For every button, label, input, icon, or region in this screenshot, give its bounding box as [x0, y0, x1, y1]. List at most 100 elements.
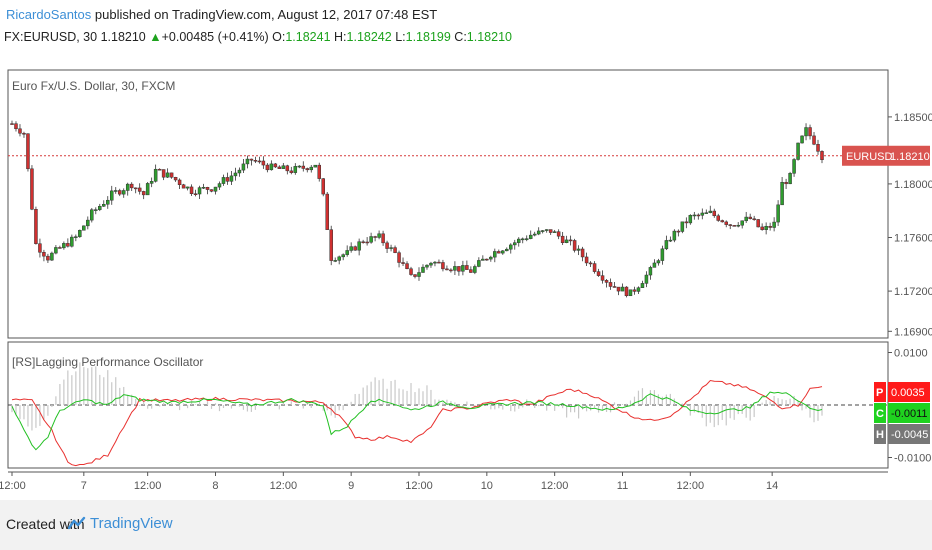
- candle-body: [249, 158, 254, 161]
- candle-body: [720, 220, 724, 223]
- candle-body: [333, 260, 337, 262]
- candle-body: [461, 265, 465, 272]
- candle-body: [30, 168, 34, 210]
- candle-body: [209, 189, 214, 192]
- candle-body: [465, 265, 469, 270]
- candle-body: [672, 230, 677, 241]
- candle-body: [648, 267, 653, 276]
- candle-body: [34, 209, 38, 244]
- candle-body: [197, 187, 202, 195]
- price-axis-label: 1.17200: [894, 286, 932, 298]
- candle-body: [121, 190, 126, 195]
- candle-body: [816, 144, 820, 152]
- series-badge-value: -0.0011: [891, 408, 928, 420]
- candle-body: [413, 274, 417, 277]
- series-badge-letter-bg: [874, 424, 886, 444]
- time-axis-label: 7: [81, 480, 87, 492]
- candle-body: [169, 172, 174, 178]
- oscillator-pane-title: [RS]Lagging Performance Oscillator: [12, 355, 203, 369]
- candle-body: [102, 203, 106, 207]
- candle-body: [46, 255, 50, 261]
- time-axis-label: 9: [348, 480, 354, 492]
- author-link[interactable]: RicardoSantos: [6, 7, 92, 22]
- candle-body: [153, 168, 158, 182]
- candle-body: [313, 164, 318, 168]
- candle-body: [117, 190, 122, 195]
- candle-body: [692, 214, 697, 217]
- candle-body: [389, 247, 393, 249]
- series-badge-letter: P: [876, 387, 883, 399]
- candle-body: [756, 219, 760, 228]
- candle-body: [501, 250, 505, 254]
- candle-body: [616, 286, 621, 292]
- candle-body: [317, 164, 321, 179]
- candle-body: [14, 123, 18, 130]
- candle-body: [349, 246, 353, 251]
- candle-body: [173, 176, 178, 181]
- candle-body: [680, 221, 685, 232]
- candle-body: [381, 233, 385, 244]
- candle-body: [780, 181, 784, 206]
- price-pane-frame: [7, 69, 889, 339]
- series-badge-letter-bg: [874, 382, 886, 402]
- price-axis-label: 1.16900: [894, 326, 932, 338]
- candle-body: [748, 216, 752, 219]
- candle-body: [560, 235, 565, 243]
- candle-body: [429, 262, 433, 266]
- candle-body: [624, 286, 629, 297]
- candle-body: [401, 262, 405, 264]
- candle-body: [269, 163, 274, 171]
- last-price: 1.18210: [100, 30, 146, 44]
- candle-body: [225, 177, 230, 182]
- low-value: 1.18199: [405, 30, 451, 44]
- candle-body: [544, 229, 549, 231]
- candle-body: [177, 179, 182, 185]
- candle-body: [237, 169, 242, 174]
- last-price-badge: [842, 145, 930, 166]
- time-axis-label: 12:00: [541, 480, 569, 492]
- candle-body: [50, 252, 54, 261]
- candle-body: [656, 260, 661, 264]
- candle-body: [345, 250, 349, 255]
- candle-body: [700, 212, 705, 216]
- candle-body: [98, 206, 102, 210]
- close-label: C:: [454, 30, 467, 44]
- open-label: O:: [272, 30, 286, 44]
- candle-body: [776, 204, 780, 223]
- candle-body: [149, 181, 154, 184]
- candle-body: [804, 127, 808, 137]
- candle-body: [592, 263, 597, 272]
- candle-body: [768, 225, 772, 228]
- candle-body: [86, 219, 90, 227]
- candle-body: [441, 262, 445, 270]
- candle-body: [369, 236, 373, 243]
- tradingview-brand[interactable]: TradingView: [90, 515, 173, 532]
- candle-body: [808, 127, 812, 137]
- candle-body: [205, 186, 210, 190]
- candle-body: [257, 160, 262, 163]
- chart-area[interactable]: 1.18500 1.18000 1.17600 1.17200 1.16900 Euro …: [0, 0, 932, 500]
- series-badge-value: 0.0035: [891, 387, 925, 399]
- candle-body: [744, 216, 748, 222]
- high-label: H:: [334, 30, 347, 44]
- candle-body: [564, 239, 569, 243]
- symbol-info-line: FX:EURUSD, 30 1.18210 ▲+0.00485 (+0.41%)…: [4, 30, 512, 44]
- osc-axis-label: 0.0100: [894, 348, 928, 360]
- candle-body: [353, 246, 357, 251]
- last-price-value: 1.18210: [890, 151, 930, 163]
- series-badge-bg: [888, 403, 930, 423]
- candle-body: [185, 186, 190, 189]
- candle-body: [772, 221, 776, 228]
- symbol-name[interactable]: FX:EURUSD, 30: [4, 30, 98, 44]
- candle-body: [812, 135, 816, 145]
- candle-body: [712, 210, 717, 217]
- candle-body: [377, 233, 381, 238]
- price-axis-label: 1.17600: [894, 233, 932, 245]
- series-badge-letter: H: [876, 429, 884, 441]
- high-value: 1.18242: [346, 30, 392, 44]
- candle-body: [193, 193, 198, 195]
- time-axis-label: 10: [481, 480, 493, 492]
- candle-body: [708, 210, 713, 213]
- candle-body: [365, 241, 369, 244]
- close-value: 1.18210: [466, 30, 512, 44]
